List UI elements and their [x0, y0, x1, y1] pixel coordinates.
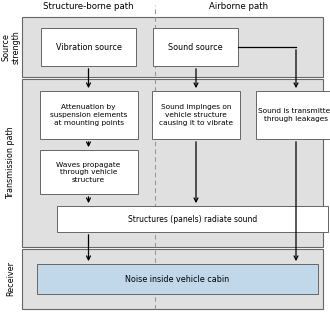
Text: Noise inside vehicle cabin: Noise inside vehicle cabin	[125, 275, 230, 283]
Text: Waves propagate
through vehicle
structure: Waves propagate through vehicle structur…	[56, 161, 121, 183]
Bar	[22, 249, 323, 309]
Bar	[57, 206, 328, 232]
Text: Airborne path: Airborne path	[210, 2, 269, 11]
Text: Source
strength: Source strength	[1, 30, 21, 64]
Bar	[40, 91, 138, 139]
Bar	[152, 91, 240, 139]
Text: Structures (panels) radiate sound: Structures (panels) radiate sound	[128, 215, 257, 223]
Text: Transmission path: Transmission path	[7, 127, 16, 199]
Text: Vibration source: Vibration source	[55, 42, 121, 51]
Text: Receiver: Receiver	[7, 262, 16, 296]
Bar	[41, 28, 136, 66]
Bar	[152, 28, 238, 66]
Text: Structure-borne path: Structure-borne path	[43, 2, 134, 11]
Bar	[40, 150, 138, 194]
Text: Sound impinges on
vehicle structure
causing it to vibrate: Sound impinges on vehicle structure caus…	[159, 105, 233, 126]
Text: Sound source: Sound source	[168, 42, 222, 51]
Text: Sound is transmitted
through leakages: Sound is transmitted through leakages	[258, 108, 330, 122]
Bar	[22, 17, 323, 77]
Text: Attenuation by
suspension elements
at mounting points: Attenuation by suspension elements at mo…	[50, 105, 127, 126]
Bar	[256, 91, 330, 139]
Bar	[22, 79, 323, 247]
Bar	[37, 264, 318, 294]
